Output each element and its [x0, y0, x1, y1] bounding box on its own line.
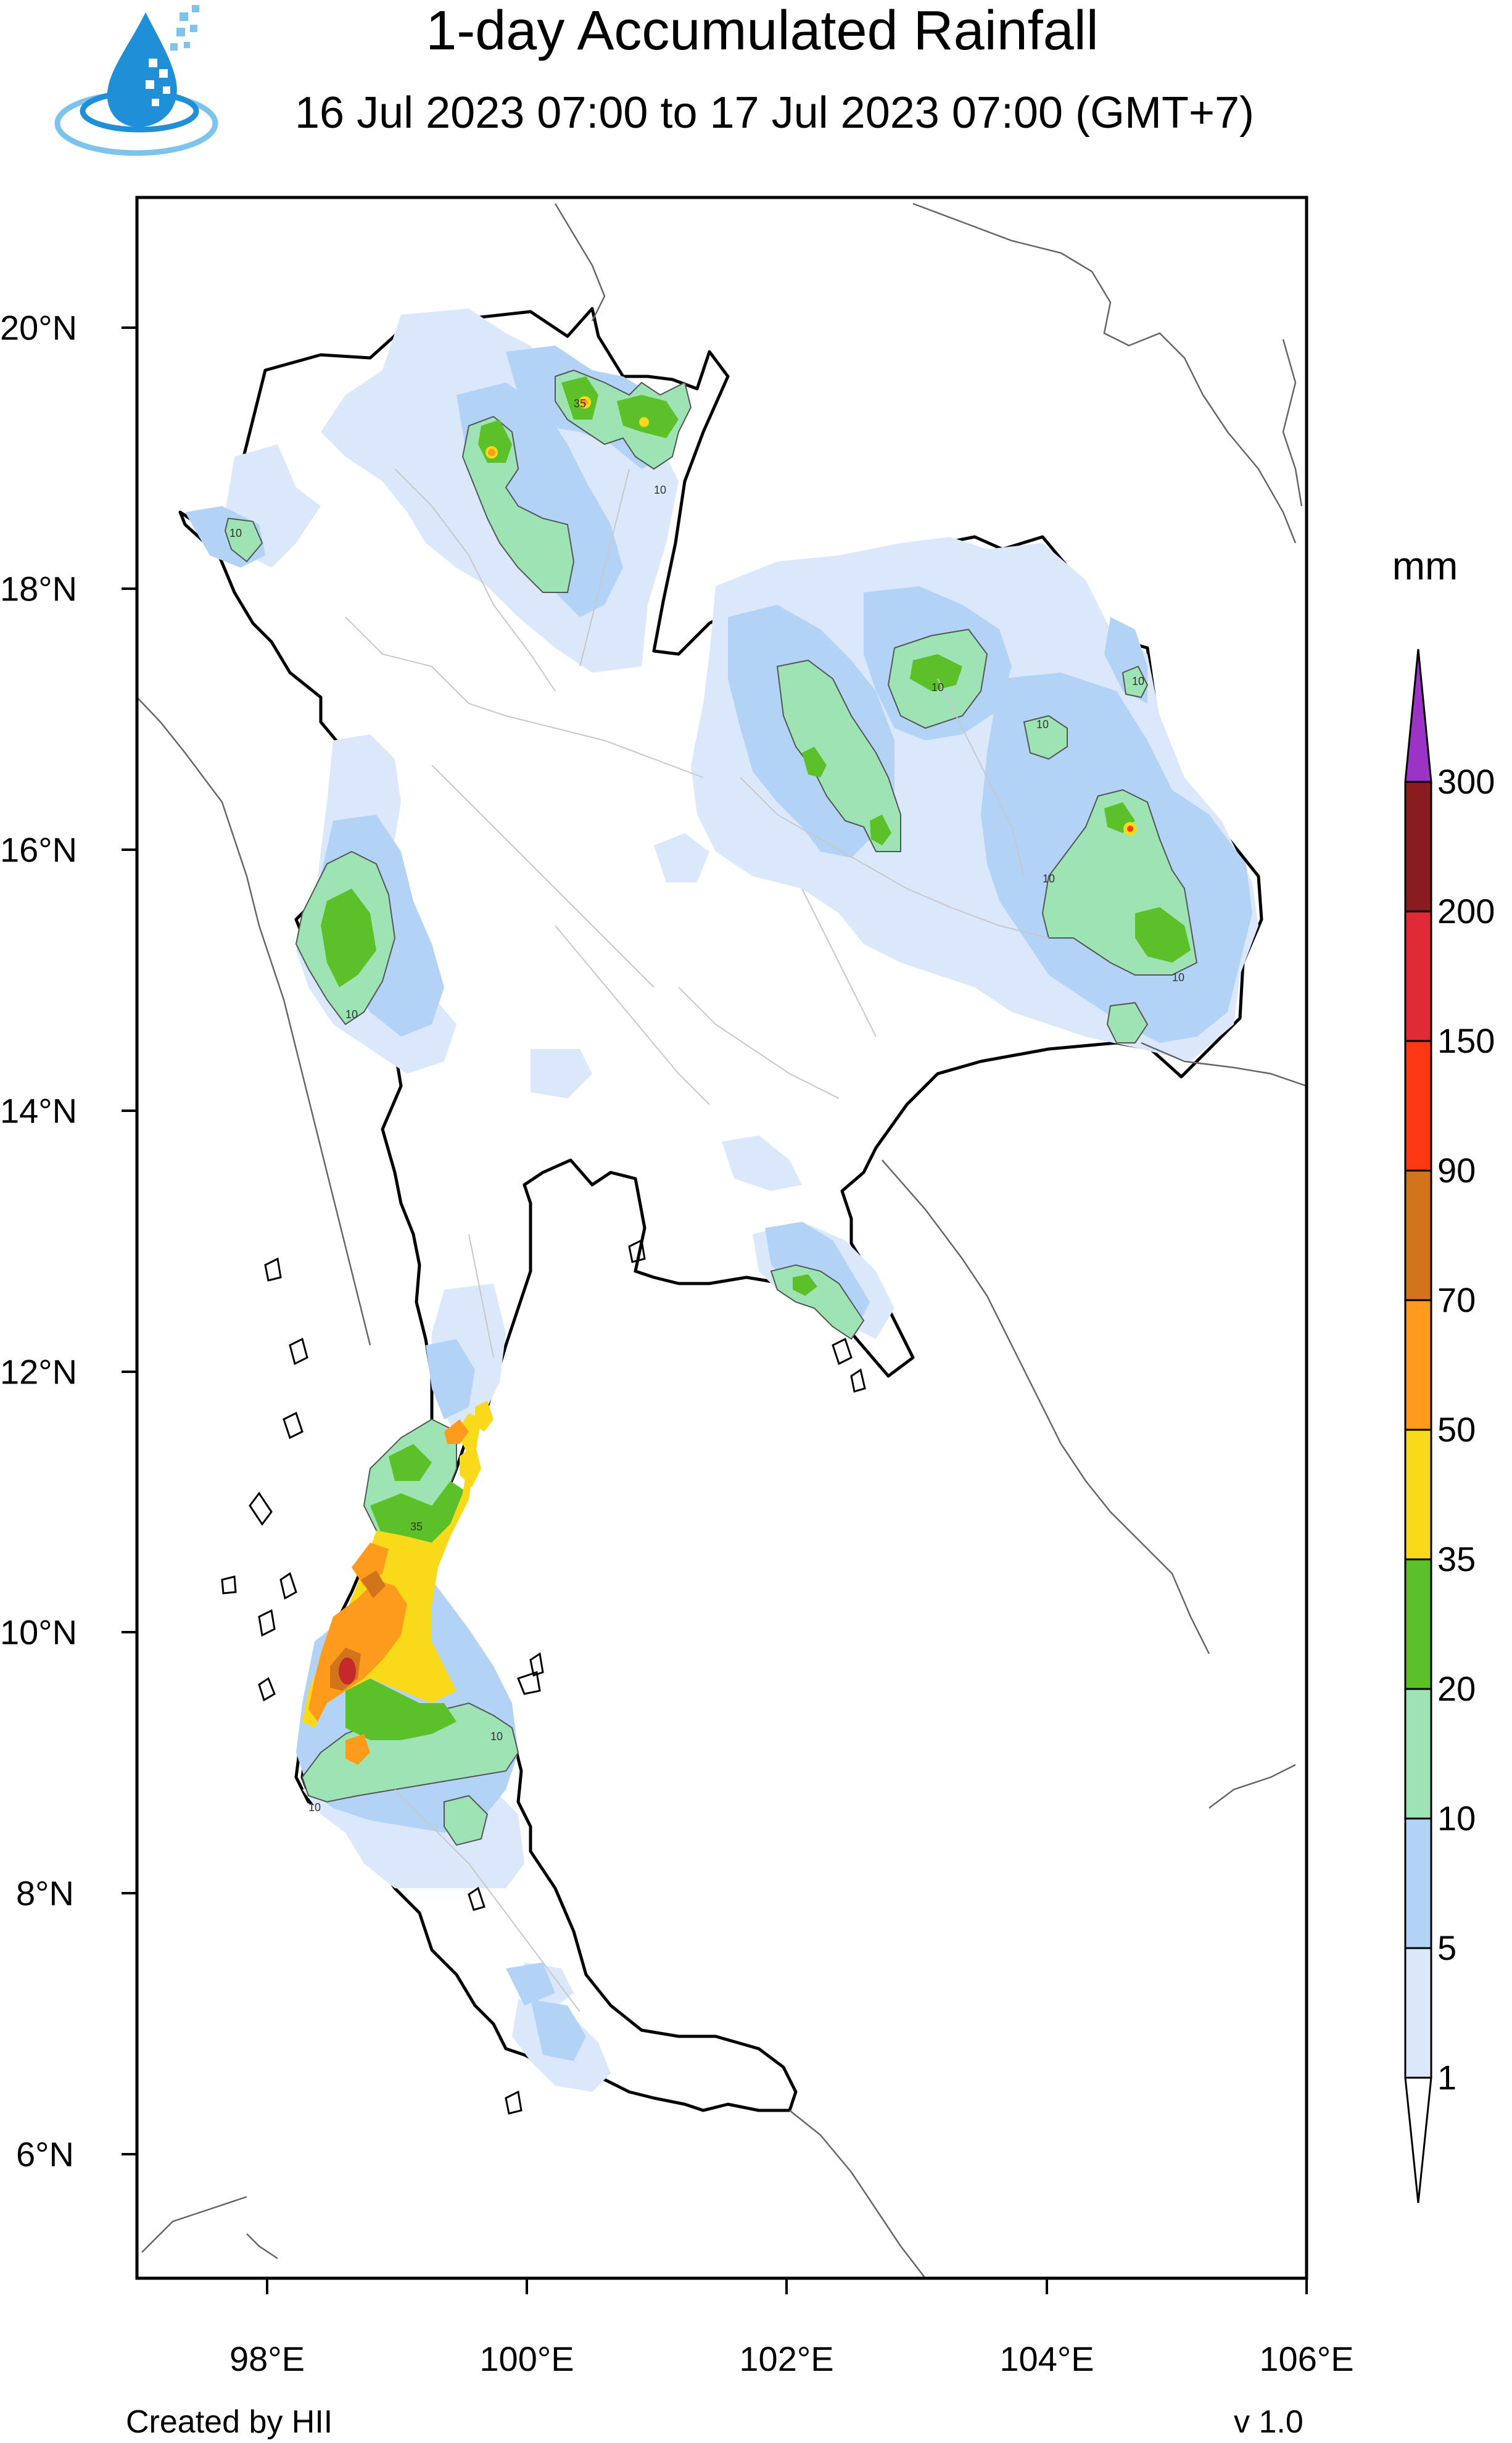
contour-label: 10 — [229, 527, 242, 539]
colorbar-bin — [1404, 1817, 1432, 1949]
colorbar-label: 300 — [1437, 762, 1495, 801]
colorbar-label: 35 — [1437, 1540, 1476, 1578]
colorbar-bin — [1404, 1299, 1432, 1431]
thailand-landmass — [178, 307, 1263, 2112]
contour-label: 10 — [1172, 971, 1184, 984]
water-drop-icon — [107, 12, 177, 127]
rainfall-20-35mm — [321, 376, 1191, 1740]
contour-label: 10 — [654, 484, 666, 496]
contour-label: 10 — [490, 1730, 503, 1743]
y-tick-label: 16°N — [0, 830, 78, 869]
colorbar-bin — [1404, 910, 1432, 1042]
y-tick-label: 8°N — [16, 1873, 74, 1913]
colorbar — [1404, 649, 1432, 2204]
axis-ticks — [122, 326, 1308, 2294]
x-tick-label: 100°E — [479, 2339, 574, 2378]
contour-label: 10 — [1132, 675, 1144, 687]
x-tick-label: 104°E — [999, 2339, 1094, 2378]
province-borders — [345, 468, 1049, 2012]
map-subtitle: 16 Jul 2023 07:00 to 17 Jul 2023 07:00 (… — [294, 88, 1255, 138]
colorbar-bin — [1404, 1688, 1432, 1820]
contour-label: 10 — [345, 1008, 358, 1021]
colorbar-label: 20 — [1437, 1669, 1476, 1708]
contour-label: 35 — [574, 397, 586, 410]
colorbar-label: 70 — [1437, 1280, 1476, 1319]
colorbar-arrow-bottom — [1404, 2076, 1432, 2204]
colorbar-label: 200 — [1437, 892, 1495, 931]
y-tick-label: 10°N — [0, 1612, 78, 1652]
y-tick-label: 6°N — [16, 2134, 74, 2174]
contour-label: 10 — [1036, 718, 1049, 731]
colorbar-bin — [1404, 1040, 1432, 1172]
colorbar-label: 50 — [1437, 1410, 1476, 1449]
colorbar-label: 90 — [1437, 1151, 1476, 1190]
y-tick-label: 18°N — [0, 569, 78, 608]
hii-logo — [54, 5, 218, 156]
colorbar-bin — [1404, 1169, 1432, 1301]
colorbar-bin — [1404, 781, 1432, 913]
contour-labels: 10 10 10 10 10 10 10 10 10 10 35 35 — [229, 397, 1184, 1814]
y-tick-label: 20°N — [0, 308, 78, 347]
contour-label: 10 — [308, 1801, 321, 1814]
map-frame — [135, 196, 1308, 2280]
rainfall-50-90mm — [308, 399, 1133, 1765]
version-text: v 1.0 — [1234, 2404, 1303, 2440]
colorbar-bin — [1404, 1429, 1432, 1561]
y-tick-label: 14°N — [0, 1091, 78, 1130]
andaman-islands — [221, 1238, 866, 2115]
credit-text: Created by HII — [126, 2404, 333, 2440]
colorbar-label: 150 — [1437, 1021, 1495, 1060]
contour-label: 10 — [932, 681, 944, 694]
map-title: 1-day Accumulated Rainfall — [426, 0, 1099, 62]
contour-label: 35 — [410, 1520, 423, 1533]
colorbar-bin — [1404, 1558, 1432, 1690]
contour-label: 10 — [1043, 873, 1055, 885]
colorbar-bin — [1404, 1947, 1432, 2079]
x-tick-label: 102°E — [739, 2339, 834, 2378]
y-tick-label: 12°N — [0, 1352, 78, 1392]
neighbour-borders — [137, 202, 1307, 2278]
x-tick-label: 98°E — [229, 2339, 305, 2378]
x-tick-label: 106°E — [1259, 2339, 1354, 2378]
colorbar-unit: mm — [1392, 544, 1458, 588]
colorbar-label: 10 — [1437, 1799, 1476, 1838]
colorbar-label: 1 — [1437, 2058, 1457, 2097]
colorbar-label: 5 — [1437, 1928, 1457, 1967]
colorbar-arrow-top — [1404, 649, 1432, 783]
